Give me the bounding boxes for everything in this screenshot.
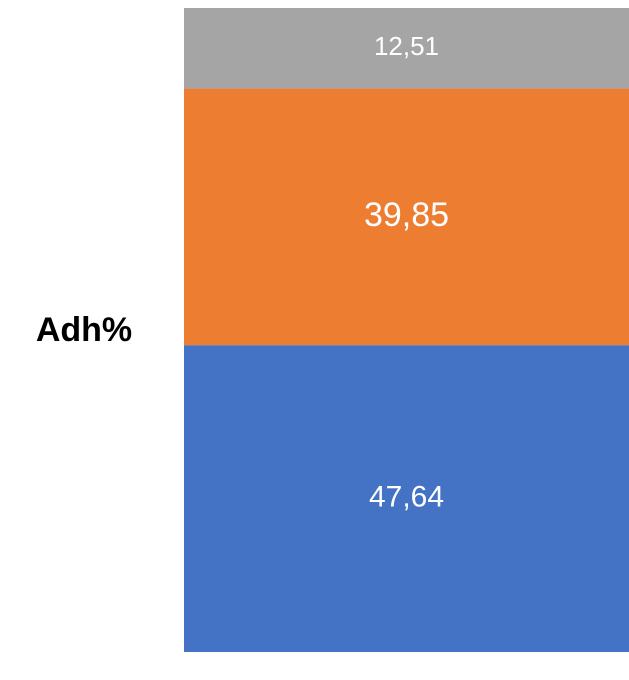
bar-segment xyxy=(184,345,629,652)
data-label: 12,51 xyxy=(374,31,439,61)
bar-segment xyxy=(184,8,629,89)
bar-segment xyxy=(184,88,629,346)
category-label: Adh% xyxy=(36,311,132,349)
data-label: 47,64 xyxy=(369,481,444,514)
data-label: 39,85 xyxy=(364,196,449,234)
